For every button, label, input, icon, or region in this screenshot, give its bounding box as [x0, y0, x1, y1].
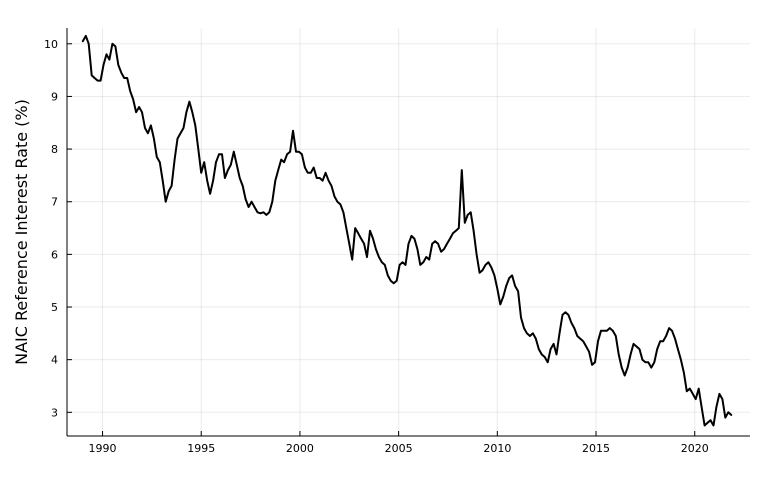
ticks: 1990 1995 2000 2005 2010 2015 2020 3 4 5 6 7 8 9 10: [44, 38, 709, 455]
y-tick-label: 3: [51, 406, 58, 419]
x-tick-label: 1995: [187, 442, 215, 455]
series-line: [81, 34, 733, 427]
x-tick-label: 2010: [483, 442, 511, 455]
y-tick-label: 9: [51, 90, 58, 103]
x-tick-label: 2005: [385, 442, 413, 455]
x-tick-label: 1990: [89, 442, 117, 455]
grid-lines: [67, 28, 750, 436]
y-axis-title: NAIC Reference Interest Rate (%): [12, 99, 31, 365]
y-tick-label: 7: [51, 196, 58, 209]
x-tick-label: 2000: [286, 442, 314, 455]
x-tick-label: 2015: [582, 442, 610, 455]
y-tick-label: 4: [51, 354, 58, 367]
y-tick-label: 6: [51, 248, 58, 261]
axes: [66, 28, 750, 437]
y-tick-label: 10: [44, 38, 58, 51]
y-tick-label: 8: [51, 143, 58, 156]
y-tick-label: 5: [51, 301, 58, 314]
x-tick-label: 2020: [681, 442, 709, 455]
